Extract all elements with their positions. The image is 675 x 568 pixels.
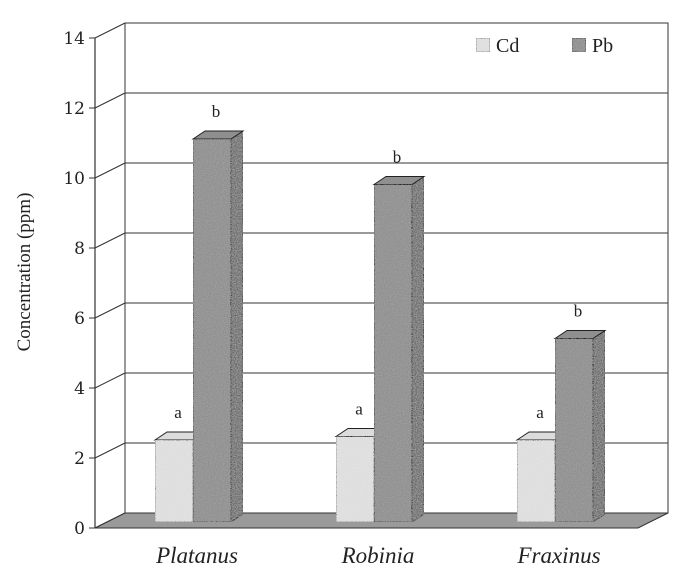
sig-letter-pb-fraxinus: b bbox=[574, 302, 583, 321]
y-tick-label: 14 bbox=[63, 29, 85, 49]
legend-item-cd: Cd bbox=[475, 35, 519, 57]
category-label-platanus: Platanus bbox=[155, 543, 238, 568]
gridline-depth bbox=[94, 92, 126, 109]
y-tick-label: 0 bbox=[74, 519, 85, 539]
bar-front bbox=[554, 338, 594, 523]
bar-front bbox=[192, 138, 232, 523]
bar-front bbox=[373, 184, 413, 523]
category-label-fraxinus: Fraxinus bbox=[516, 543, 600, 568]
bar-front bbox=[154, 439, 194, 523]
legend-swatch bbox=[475, 37, 491, 53]
y-tick-label: 12 bbox=[63, 99, 85, 119]
sig-letter-pb-robinia: b bbox=[393, 148, 402, 167]
y-tick-label: 8 bbox=[74, 239, 85, 259]
bar-side bbox=[592, 329, 606, 523]
significance-letters: a b a b a b bbox=[174, 102, 582, 422]
y-tick-label: 10 bbox=[63, 169, 85, 189]
legend-item-pb: Pb bbox=[571, 35, 613, 57]
bar-side bbox=[230, 130, 244, 523]
legend-label: Cd bbox=[496, 35, 519, 57]
y-tick-label: 2 bbox=[74, 449, 85, 469]
gridline-depth bbox=[94, 372, 126, 389]
gridline-depth bbox=[94, 442, 126, 459]
legend-swatch bbox=[571, 37, 587, 53]
y-tick-label: 6 bbox=[74, 309, 85, 329]
bar-side bbox=[411, 175, 425, 523]
bar-pb-fraxinus bbox=[553, 329, 607, 523]
gridline-depth bbox=[94, 22, 126, 39]
y-axis: 0 2 4 6 8 10 12 14 bbox=[63, 23, 126, 539]
gridline-depth bbox=[94, 302, 126, 319]
category-label-robinia: Robinia bbox=[341, 543, 415, 568]
gridline-depth bbox=[94, 162, 126, 179]
y-axis-label: Concentration (ppm) bbox=[14, 193, 35, 352]
legend: Cd Pb bbox=[475, 35, 613, 57]
bar-pb-robinia bbox=[372, 175, 426, 523]
bar-front bbox=[516, 439, 556, 523]
sig-letter-cd-platanus: a bbox=[174, 403, 182, 422]
gridline-depth bbox=[94, 232, 126, 249]
sig-letter-cd-fraxinus: a bbox=[536, 403, 544, 422]
legend-label: Pb bbox=[592, 35, 613, 57]
bars bbox=[153, 130, 607, 523]
bar-pb-platanus bbox=[191, 130, 245, 523]
sig-letter-cd-robinia: a bbox=[355, 400, 363, 419]
sig-letter-pb-platanus: b bbox=[212, 102, 221, 121]
x-axis-tick-labels: Platanus Robinia Fraxinus bbox=[155, 543, 600, 568]
y-tick-label: 4 bbox=[74, 379, 85, 399]
bar-front bbox=[335, 436, 375, 523]
